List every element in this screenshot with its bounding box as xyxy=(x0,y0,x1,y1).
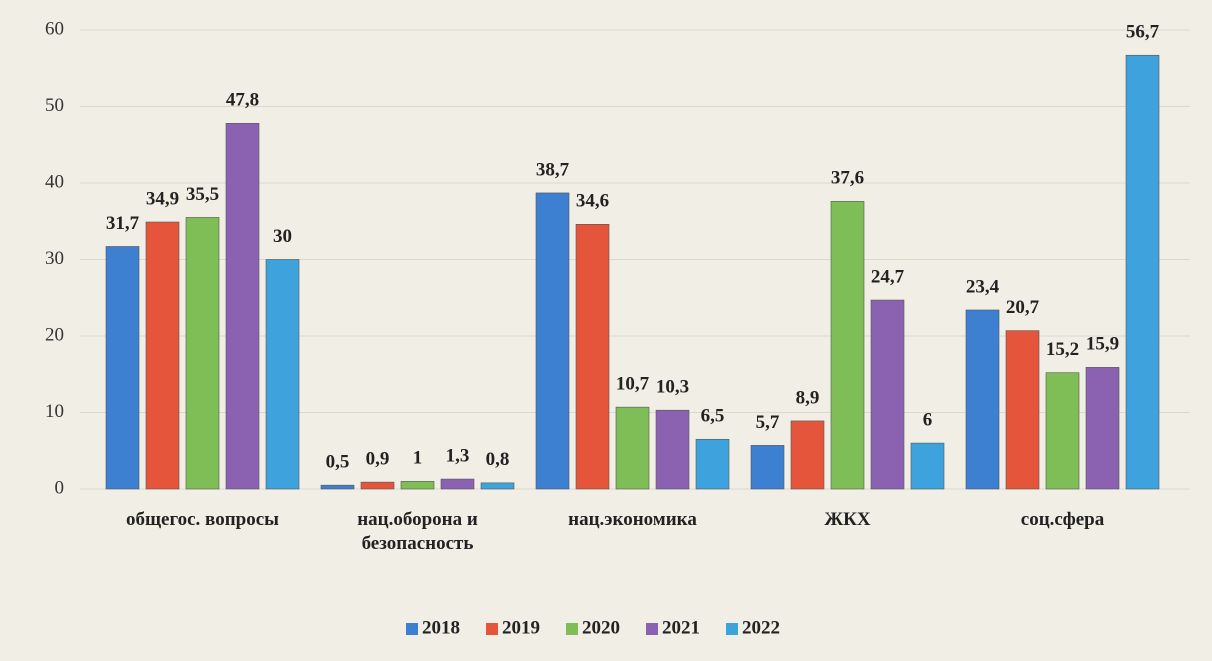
bar xyxy=(360,481,395,490)
legend-label: 2020 xyxy=(582,617,620,638)
bar xyxy=(790,420,825,490)
bar xyxy=(320,484,355,490)
value-label: 10,3 xyxy=(656,377,689,398)
bar xyxy=(655,409,690,490)
legend-swatch xyxy=(566,623,578,635)
value-label: 20,7 xyxy=(1006,297,1040,318)
bar xyxy=(575,224,610,490)
bar xyxy=(695,438,730,490)
x-tick-label: ЖКХ xyxy=(824,509,871,530)
legend-label: 2021 xyxy=(662,617,700,638)
bar xyxy=(1125,54,1160,490)
bar xyxy=(1085,367,1120,490)
value-label: 6 xyxy=(923,409,933,430)
value-label: 38,7 xyxy=(536,159,570,180)
legend-label: 2022 xyxy=(742,617,780,638)
value-label: 1,3 xyxy=(446,445,470,466)
bar xyxy=(265,259,300,490)
y-tick-label: 60 xyxy=(45,18,64,39)
legend-swatch xyxy=(486,623,498,635)
value-label: 23,4 xyxy=(966,276,1000,297)
value-label: 5,7 xyxy=(756,412,780,433)
legend-label: 2018 xyxy=(422,617,460,638)
value-label: 10,7 xyxy=(616,374,650,395)
y-tick-label: 10 xyxy=(45,401,64,422)
value-label: 15,9 xyxy=(1086,334,1119,355)
value-label: 8,9 xyxy=(796,387,820,408)
y-tick-label: 50 xyxy=(45,95,64,116)
bar xyxy=(870,299,905,490)
value-label: 34,9 xyxy=(146,188,179,209)
value-label: 15,2 xyxy=(1046,339,1079,360)
bar xyxy=(105,246,140,490)
value-label: 30 xyxy=(273,226,292,247)
x-tick-label: соц.сфера xyxy=(1020,509,1105,530)
bar xyxy=(480,482,515,490)
bar xyxy=(440,478,475,490)
legend-swatch xyxy=(646,623,658,635)
legend-label: 2019 xyxy=(502,617,540,638)
value-label: 56,7 xyxy=(1126,22,1160,43)
bar xyxy=(400,481,435,490)
y-tick-label: 20 xyxy=(45,324,64,345)
bar xyxy=(910,442,945,490)
value-label: 1 xyxy=(413,448,423,469)
bar xyxy=(1005,330,1040,490)
x-tick-label: нац.экономика xyxy=(568,509,697,530)
legend-swatch xyxy=(726,623,738,635)
x-tick-label: нац.оборона и безопасность xyxy=(357,509,478,554)
value-label: 47,8 xyxy=(226,90,259,111)
bar xyxy=(535,192,570,490)
y-tick-label: 40 xyxy=(45,171,64,192)
value-label: 34,6 xyxy=(576,191,609,212)
y-tick-label: 0 xyxy=(55,477,65,498)
bar xyxy=(965,309,1000,490)
bar xyxy=(225,123,260,490)
bar xyxy=(750,445,785,490)
bar xyxy=(1045,372,1080,490)
bar xyxy=(830,201,865,490)
value-label: 0,9 xyxy=(366,448,390,469)
value-label: 6,5 xyxy=(701,406,725,427)
bar xyxy=(145,221,180,490)
value-label: 0,8 xyxy=(486,449,510,470)
bar xyxy=(185,217,220,490)
value-label: 35,5 xyxy=(186,184,219,205)
value-label: 31,7 xyxy=(106,213,140,234)
value-label: 0,5 xyxy=(326,452,350,473)
legend-swatch xyxy=(406,623,418,635)
bar xyxy=(615,406,650,490)
value-label: 37,6 xyxy=(831,168,864,189)
y-tick-label: 30 xyxy=(45,248,64,269)
value-label: 24,7 xyxy=(871,266,905,287)
x-tick-label: общегос. вопросы xyxy=(126,509,279,530)
